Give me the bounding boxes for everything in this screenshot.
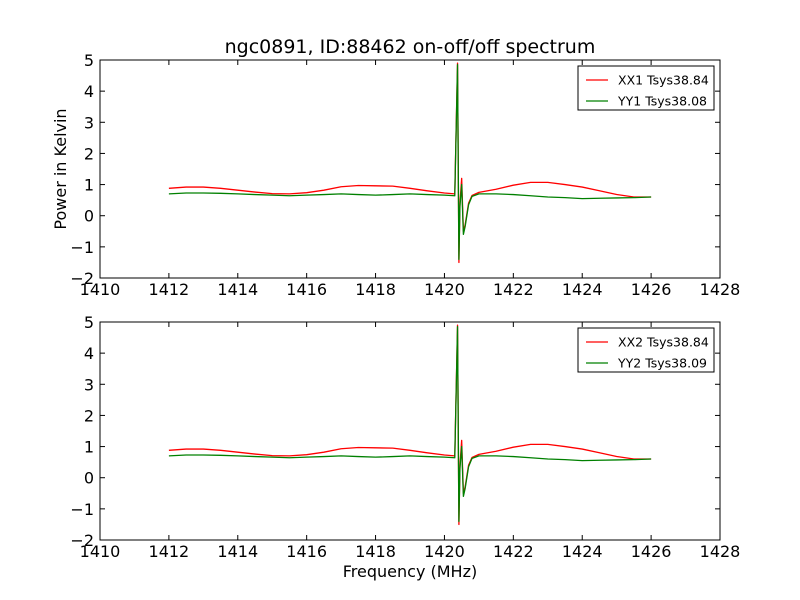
y-tick-label: 2 <box>84 406 94 425</box>
x-tick-label: 1414 <box>217 280 258 299</box>
y-tick-label: −2 <box>70 269 94 288</box>
x-tick-label: 1420 <box>424 542 465 561</box>
legend-label: XX1 Tsys38.84 <box>618 73 709 88</box>
series-line-xx-plot-0 <box>168 62 652 264</box>
y-tick-label: −1 <box>70 238 94 257</box>
y-tick-label: −2 <box>70 531 94 550</box>
legend-label: XX2 Tsys38.84 <box>618 335 709 350</box>
x-tick-label: 1428 <box>700 280 741 299</box>
y-tick-label: 5 <box>84 51 94 70</box>
x-tick-label: 1412 <box>149 542 190 561</box>
x-tick-label: 1424 <box>562 542 603 561</box>
y-tick-label: 0 <box>84 469 94 488</box>
x-tick-label: 1418 <box>355 542 396 561</box>
chart-title: ngc0891, ID:88462 on-off/off spectrum <box>225 36 596 58</box>
x-axis-label: Frequency (MHz) <box>343 562 477 581</box>
y-tick-label: 4 <box>84 344 94 363</box>
y-tick-label: 3 <box>84 113 94 132</box>
x-tick-label: 1416 <box>286 542 327 561</box>
legend-box <box>577 65 715 111</box>
axes-frame <box>99 321 721 541</box>
legend-box <box>577 327 715 373</box>
y-tick-label: 3 <box>84 375 94 394</box>
y-tick-label: 5 <box>84 313 94 332</box>
x-tick-label: 1416 <box>286 280 327 299</box>
y-tick-label: 2 <box>84 144 94 163</box>
x-tick-label: 1418 <box>355 280 396 299</box>
legend-label: YY1 Tsys38.08 <box>617 94 707 109</box>
x-tick-label: 1414 <box>217 542 258 561</box>
x-tick-label: 1410 <box>80 542 121 561</box>
x-tick-label: 1428 <box>700 542 741 561</box>
axes-frame <box>99 59 721 279</box>
legend: XX1 Tsys38.84 YY1 Tsys38.08 <box>577 65 715 111</box>
x-tick-label: 1422 <box>493 280 534 299</box>
x-tick-label: 1424 <box>562 280 603 299</box>
y-axis-label: Power in Kelvin <box>51 108 70 229</box>
y-tick-label: −1 <box>70 500 94 519</box>
x-tick-label: 1412 <box>149 280 190 299</box>
series-line-yy-plot-0 <box>168 64 652 260</box>
x-tick-label: 1426 <box>631 280 672 299</box>
bottom-subplot: 1410 1412 1414 1416 1418 1420 1422 1424 1426 1428… <box>70 313 740 581</box>
series-line-yy-plot-1 <box>168 326 652 522</box>
x-tick-label: 1410 <box>80 280 121 299</box>
x-tick-label: 1426 <box>631 542 672 561</box>
y-tick-label: 1 <box>84 438 94 457</box>
y-tick-label: 1 <box>84 176 94 195</box>
y-tick-label: 0 <box>84 207 94 226</box>
legend: XX2 Tsys38.84 YY2 Tsys38.09 <box>577 327 715 373</box>
series-line-xx-plot-1 <box>168 324 652 526</box>
x-tick-label: 1422 <box>493 542 534 561</box>
top-subplot: 1410 1412 1414 1416 1418 1420 1422 1424 1426 1428… <box>51 36 740 299</box>
y-tick-label: 4 <box>84 82 94 101</box>
x-tick-label: 1420 <box>424 280 465 299</box>
legend-label: YY2 Tsys38.09 <box>617 356 707 371</box>
